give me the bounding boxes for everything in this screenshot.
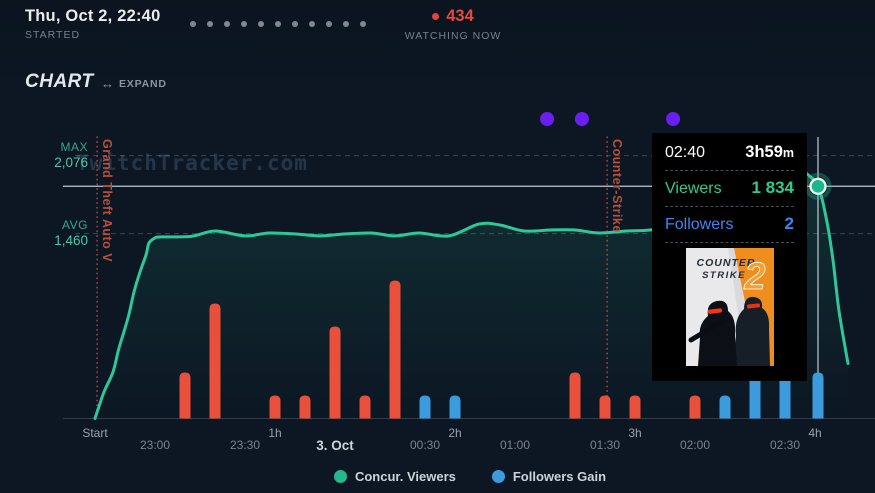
- box-art-number: 2: [743, 256, 765, 298]
- x-tick-label: 23:30: [229, 438, 261, 452]
- tooltip-duration: 3h59m: [745, 143, 794, 161]
- x-tick-label: 3h: [628, 426, 642, 440]
- followers-bar: [749, 372, 761, 419]
- followers-bar: [359, 395, 371, 419]
- started-time: Thu, Oct 2, 22:40: [25, 7, 161, 25]
- watching-now-label: WATCHING NOW: [404, 30, 502, 42]
- expand-label: EXPAND: [119, 78, 167, 90]
- box-art-figure-back: [733, 296, 770, 366]
- followers-bar: [599, 395, 611, 419]
- stream-event-dot: [540, 112, 555, 126]
- tooltip-followers-row: Followers 2: [665, 212, 794, 236]
- progress-dot: [207, 21, 213, 27]
- chart-tooltip: 02:40 3h59m Viewers 1 834 Followers 2 CO…: [652, 133, 807, 381]
- x-tick-label: 00:30: [409, 438, 441, 452]
- x-tick-label: 01:30: [589, 438, 621, 452]
- box-art-visor-back: [746, 303, 760, 309]
- expand-button[interactable]: ↔ EXPAND: [101, 76, 167, 91]
- x-tick-label: 1h: [268, 426, 282, 440]
- legend-label: Concur. Viewers: [354, 469, 456, 484]
- watching-now-block: 434 WATCHING NOW: [398, 7, 508, 42]
- avg-label: AVG: [62, 218, 88, 232]
- legend-item-followers[interactable]: Followers Gain: [491, 469, 607, 484]
- followers-bar: [719, 395, 731, 419]
- started-label: STARTED: [25, 29, 81, 41]
- hover-point: [809, 177, 827, 195]
- progress-dot: [190, 21, 196, 27]
- avg-stat: AVG 1,460: [18, 218, 88, 248]
- stream-event-dot: [666, 112, 681, 126]
- box-art-title-line1: COUNTER: [696, 257, 755, 269]
- progress-dot: [309, 21, 315, 27]
- tooltip-viewers-row: Viewers 1 834: [665, 176, 794, 200]
- page-title: CHART: [25, 71, 94, 92]
- tooltip-time: 02:40: [665, 144, 706, 161]
- followers-bar: [299, 395, 311, 419]
- chart-legend: Concur. Viewers Followers Gain: [65, 469, 875, 484]
- watermark: TwitchTracker.com: [76, 151, 308, 175]
- followers-bar: [209, 303, 221, 419]
- box-art-visor-front: [707, 308, 722, 314]
- x-tick-label: Start: [82, 426, 108, 440]
- tooltip-followers-value: 2: [784, 214, 794, 233]
- legend-dot-icon: [491, 470, 505, 483]
- game-box-art: COUNTER STRIKE 2: [685, 248, 774, 366]
- followers-bar: [269, 395, 281, 419]
- tooltip-viewers-value: 1 834: [751, 178, 794, 197]
- followers-bar: [179, 372, 191, 419]
- progress-dot: [275, 21, 281, 27]
- x-tick-label: 3. Oct: [316, 438, 354, 453]
- legend-label: Followers Gain: [512, 469, 607, 484]
- progress-dot: [343, 21, 349, 27]
- x-tick-label: 23:00: [139, 438, 171, 452]
- progress-dot: [224, 21, 230, 27]
- expand-arrows-icon: ↔: [101, 76, 114, 91]
- tooltip-duration-unit: m: [782, 146, 794, 160]
- progress-dot: [292, 21, 298, 27]
- x-tick-label: 02:00: [679, 438, 711, 452]
- max-label: MAX: [60, 140, 88, 154]
- x-tick-label: 01:00: [499, 438, 531, 452]
- x-tick-label: 4h: [808, 426, 822, 440]
- followers-bar: [419, 395, 431, 419]
- x-tick-label: 2h: [448, 426, 462, 440]
- tooltip-viewers-label: Viewers: [665, 180, 722, 197]
- watching-now-value: 434: [446, 7, 474, 25]
- progress-dot: [326, 21, 332, 27]
- followers-bar: [629, 395, 641, 419]
- progress-dot: [241, 21, 247, 27]
- max-stat: MAX 2,076: [18, 140, 88, 170]
- x-tick-label: 02:30: [769, 438, 801, 452]
- legend-item-viewers[interactable]: Concur. Viewers: [333, 469, 456, 484]
- game-marker-label-gta: Grand Theft Auto V: [100, 139, 115, 263]
- followers-bar: [812, 372, 824, 419]
- progress-dot: [258, 21, 264, 27]
- progress-dots: [190, 21, 366, 27]
- progress-dot: [360, 21, 366, 27]
- legend-dot-icon: [333, 470, 347, 483]
- avg-value: 1,460: [54, 233, 88, 248]
- max-value: 2,076: [54, 155, 88, 170]
- followers-bar: [689, 395, 701, 419]
- followers-bar: [329, 326, 341, 419]
- box-art-rifle: [688, 316, 728, 343]
- live-dot-icon: [432, 13, 440, 20]
- followers-bar: [449, 395, 461, 419]
- tooltip-followers-label: Followers: [665, 216, 734, 233]
- followers-bar: [389, 280, 401, 419]
- game-marker-label-cs: Counter-Strike: [610, 139, 625, 233]
- followers-bar: [779, 372, 791, 419]
- followers-bar: [569, 372, 581, 419]
- stream-event-dot: [574, 112, 589, 126]
- box-art-title-line2: STRIKE: [702, 270, 746, 281]
